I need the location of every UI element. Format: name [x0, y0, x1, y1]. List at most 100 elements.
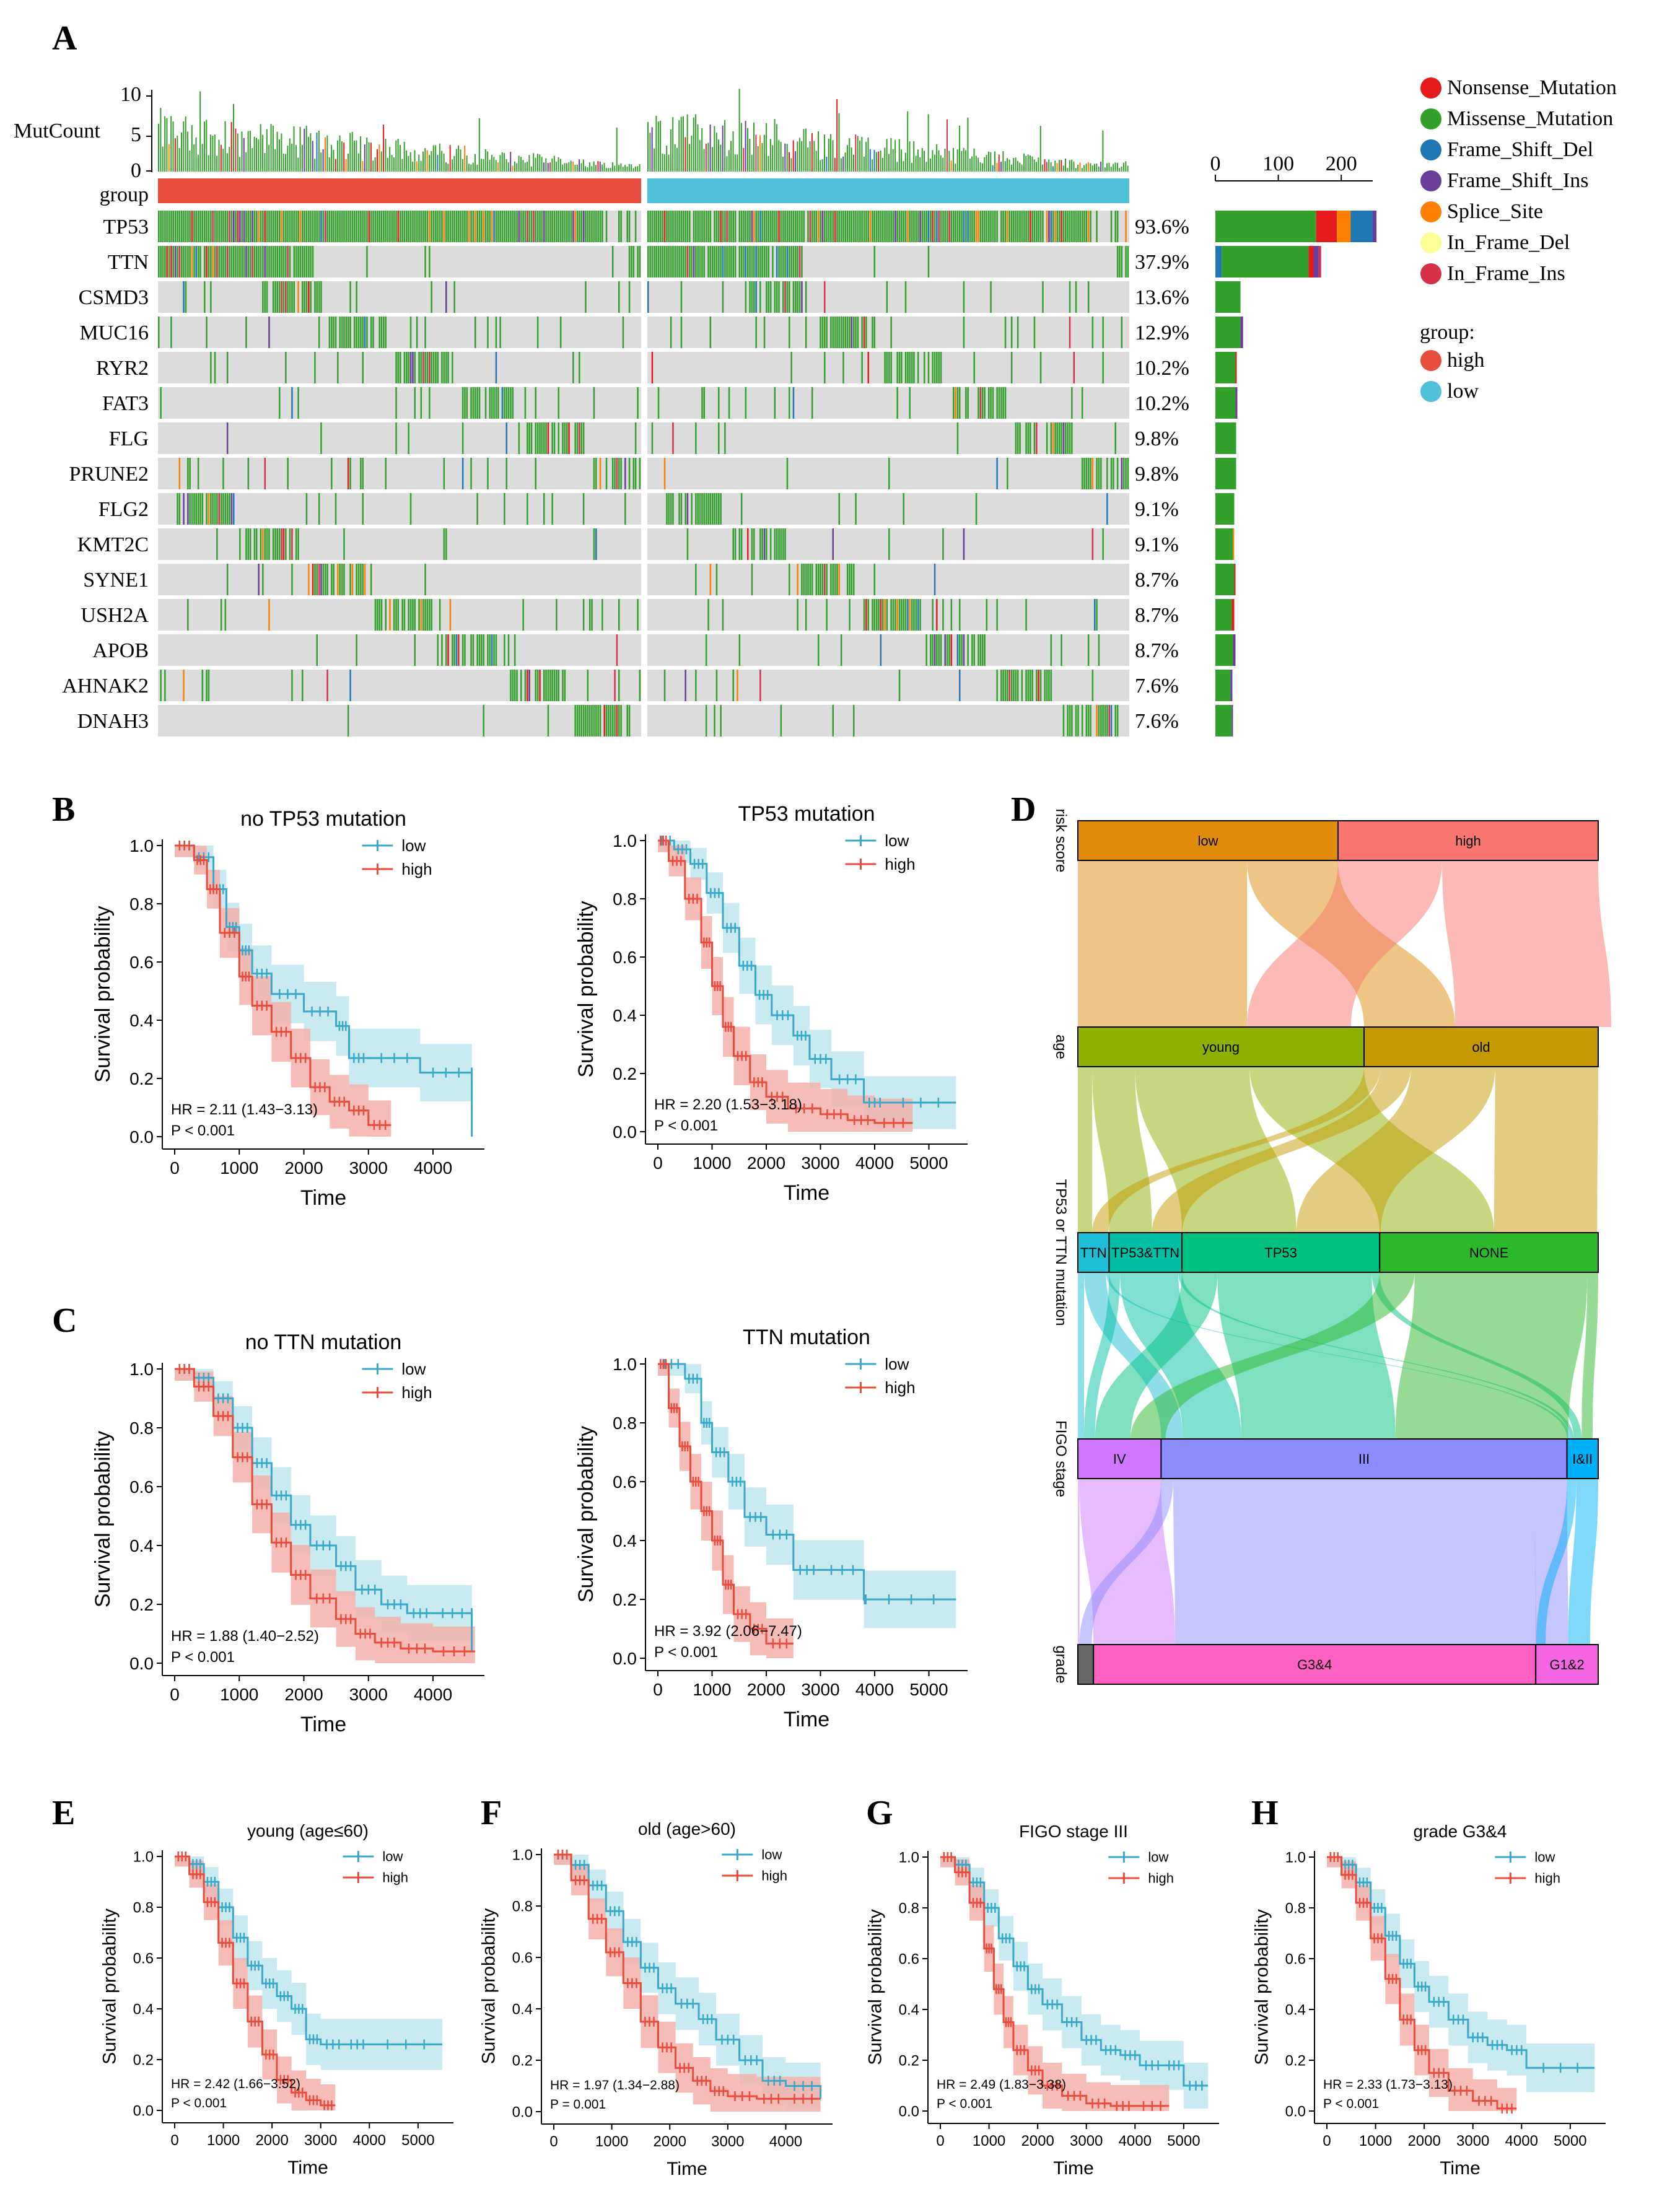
matrix-cell	[199, 246, 201, 278]
mutcount-bar	[551, 158, 553, 172]
matrix-cell	[397, 211, 400, 242]
matrix-cell	[792, 387, 795, 419]
matrix-cell	[464, 211, 466, 242]
matrix-cell	[1010, 317, 1013, 348]
mutcount-bar	[766, 123, 768, 172]
matrix-cell	[730, 211, 732, 242]
matrix-cell	[562, 211, 564, 242]
matrix-cell	[655, 211, 657, 242]
mutcount-bar	[599, 161, 601, 172]
matrix-cell	[992, 387, 994, 419]
mutcount-bar	[472, 162, 474, 172]
matrix-cell	[357, 211, 360, 242]
gene-label: DNAH3	[77, 710, 149, 733]
matrix-cell	[528, 670, 530, 701]
barplot-segment	[1215, 670, 1231, 701]
matrix-cell	[915, 599, 917, 631]
matrix-cell	[424, 352, 426, 383]
matrix-cell	[408, 352, 409, 383]
km-x-tick-label: 2000	[284, 1158, 323, 1178]
matrix-cell	[400, 352, 401, 383]
panel-label-H: H	[1251, 1794, 1279, 1832]
matrix-cell	[201, 211, 204, 242]
matrix-cell	[337, 352, 339, 383]
matrix-cell	[601, 599, 603, 631]
matrix-cell	[325, 564, 326, 595]
mutcount-bar	[570, 160, 572, 172]
mutcount-bar	[328, 157, 330, 172]
matrix-cell	[247, 458, 250, 489]
mutcount-bar	[984, 157, 986, 172]
matrix-cell	[780, 211, 782, 242]
gene-label: TTN	[108, 251, 149, 274]
matrix-cell	[715, 493, 718, 525]
km-curve-high	[175, 844, 391, 1126]
km-x-tick-label: 4000	[414, 1158, 452, 1178]
mutcount-bar	[424, 148, 426, 172]
matrix-cell	[493, 211, 495, 242]
matrix-cell	[745, 211, 747, 242]
matrix-cell	[461, 387, 464, 419]
matrix-row-bg-high	[158, 246, 641, 278]
matrix-cell	[851, 211, 853, 242]
mutcount-bar	[507, 162, 509, 172]
matrix-cell	[683, 246, 684, 278]
mutcount-bar	[795, 151, 797, 172]
mutcount-bar	[1015, 157, 1017, 172]
matrix-cell	[753, 246, 755, 278]
matrix-cell	[495, 634, 497, 666]
matrix-cell	[229, 246, 230, 278]
matrix-cell	[936, 634, 938, 666]
matrix-cell	[1106, 705, 1108, 737]
matrix-cell	[666, 246, 668, 278]
matrix-cell	[1000, 211, 1002, 242]
matrix-cell	[724, 246, 726, 278]
matrix-cell	[1031, 211, 1033, 242]
mutcount-axis	[146, 90, 152, 172]
matrix-cell	[320, 211, 322, 242]
matrix-cell	[1127, 458, 1129, 489]
matrix-cell	[807, 211, 809, 242]
matrix-cell	[580, 422, 582, 454]
matrix-cell	[726, 246, 728, 278]
matrix-cell	[539, 422, 541, 454]
mutcount-bar	[676, 147, 678, 172]
matrix-cell	[886, 352, 888, 383]
matrix-cell	[397, 599, 400, 631]
km-curve-high	[940, 1856, 1170, 2107]
matrix-cell	[551, 493, 553, 525]
matrix-cell	[541, 211, 543, 242]
matrix-cell	[722, 246, 724, 278]
mutcount-bar	[840, 158, 842, 172]
mutcount-bar	[1013, 157, 1015, 172]
mutcount-bar	[967, 117, 969, 172]
matrix-cell	[979, 387, 982, 419]
matrix-cell	[1031, 670, 1033, 701]
matrix-cell	[709, 246, 712, 278]
matrix-cell	[878, 211, 880, 242]
mutcount-bar	[805, 128, 807, 172]
mutcount-bar	[229, 147, 230, 172]
matrix-cell	[264, 246, 266, 278]
mutcount-bar	[1048, 159, 1050, 172]
matrix-cell	[898, 670, 901, 701]
sankey-flow	[1247, 860, 1442, 1027]
barplot-tick-label: 0	[1210, 152, 1221, 175]
matrix-cell	[239, 246, 241, 278]
mutcount-bar	[533, 153, 535, 172]
matrix-cell	[707, 599, 709, 631]
matrix-cell	[672, 246, 674, 278]
matrix-cell	[349, 564, 351, 595]
mutcount-bar	[944, 149, 946, 172]
gene-percent: 12.9%	[1135, 321, 1189, 344]
matrix-cell	[840, 211, 842, 242]
matrix-cell	[293, 281, 295, 313]
matrix-cell	[749, 281, 751, 313]
matrix-cell	[824, 317, 826, 348]
matrix-cell	[936, 352, 938, 383]
km-y-tick-label: 0.2	[613, 1590, 637, 1609]
matrix-cell	[377, 211, 378, 242]
km-x-tick-label: 0	[549, 2133, 558, 2150]
matrix-cell	[611, 458, 614, 489]
matrix-cell	[616, 458, 618, 489]
